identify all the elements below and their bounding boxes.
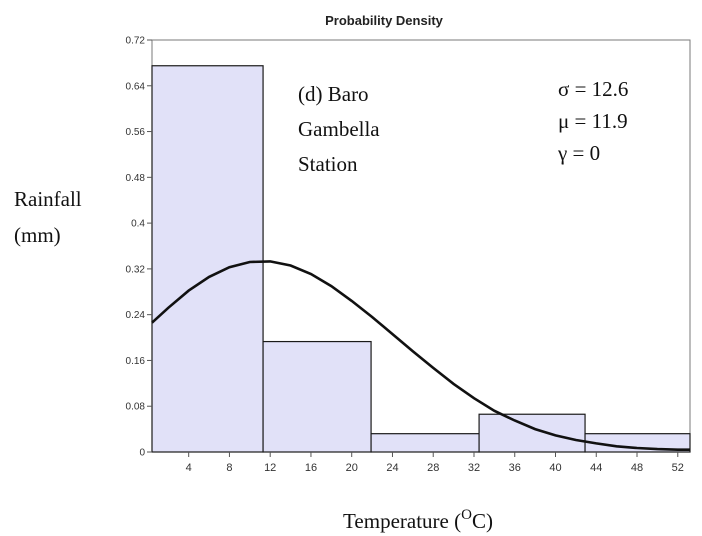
x-tick-label: 12 <box>264 462 276 474</box>
x-axis-label-suffix: C) <box>472 509 493 533</box>
x-tick-label: 48 <box>631 462 643 474</box>
mu-label: μ = 11.9 <box>558 109 628 133</box>
histogram-bar-1 <box>151 65 264 453</box>
station-annotation-line-1: (d) Baro <box>298 82 369 106</box>
x-axis-label-prefix: Temperature ( <box>343 509 461 533</box>
chart-title: Probability Density <box>325 13 444 28</box>
station-annotation-line-2: Gambella <box>298 117 380 141</box>
y-tick-label: 0.56 <box>126 127 146 138</box>
x-tick-label: 4 <box>186 462 192 474</box>
histogram-bar-2 <box>262 340 372 453</box>
y-tick-label: 0.4 <box>131 219 145 230</box>
histogram-bar-3 <box>370 433 480 453</box>
y-axis-label-line-2: (mm) <box>14 223 61 247</box>
x-tick-label: 32 <box>468 462 480 474</box>
gamma-label: γ = 0 <box>557 141 600 165</box>
y-tick-label: 0.08 <box>126 402 146 413</box>
x-tick-label: 20 <box>346 462 358 474</box>
histogram-bar-4 <box>478 413 586 453</box>
x-tick-label: 44 <box>590 462 602 474</box>
y-tick-label: 0.24 <box>126 310 146 321</box>
x-tick-label: 36 <box>509 462 521 474</box>
density-curve <box>151 260 690 451</box>
histogram-bar-5 <box>584 433 691 453</box>
x-tick-label: 40 <box>549 462 561 474</box>
sigma-label: σ = 12.6 <box>558 77 628 101</box>
x-axis-label-superscript: O <box>461 507 472 523</box>
y-tick-label: 0.16 <box>126 356 146 367</box>
y-axis-label: Rainfall (mm) <box>14 187 82 247</box>
station-annotation: (d) Baro Gambella Station <box>298 82 380 176</box>
y-tick-label: 0.64 <box>126 81 146 92</box>
y-tick-label: 0 <box>139 448 145 459</box>
x-tick-label: 16 <box>305 462 317 474</box>
y-axis-label-line-1: Rainfall <box>14 187 82 211</box>
histogram-bars <box>151 65 691 453</box>
x-tick-label: 28 <box>427 462 439 474</box>
statistics-annotation: σ = 12.6 μ = 11.9 γ = 0 <box>557 77 628 165</box>
y-tick-label: 0.32 <box>126 264 146 275</box>
x-tick-label: 52 <box>672 462 684 474</box>
y-tick-label: 0.72 <box>126 36 146 47</box>
x-axis-label: Temperature (OC) <box>343 507 493 533</box>
y-axis: 0 0.08 0.16 0.24 0.32 0.4 0.48 0.56 0.64 0.72 <box>126 36 152 459</box>
x-axis: 4 8 12 16 20 24 28 32 36 40 44 48 52 <box>186 452 684 474</box>
x-tick-label: 24 <box>386 462 398 474</box>
station-annotation-line-3: Station <box>298 152 358 176</box>
y-tick-label: 0.48 <box>126 173 146 184</box>
x-tick-label: 8 <box>226 462 232 474</box>
